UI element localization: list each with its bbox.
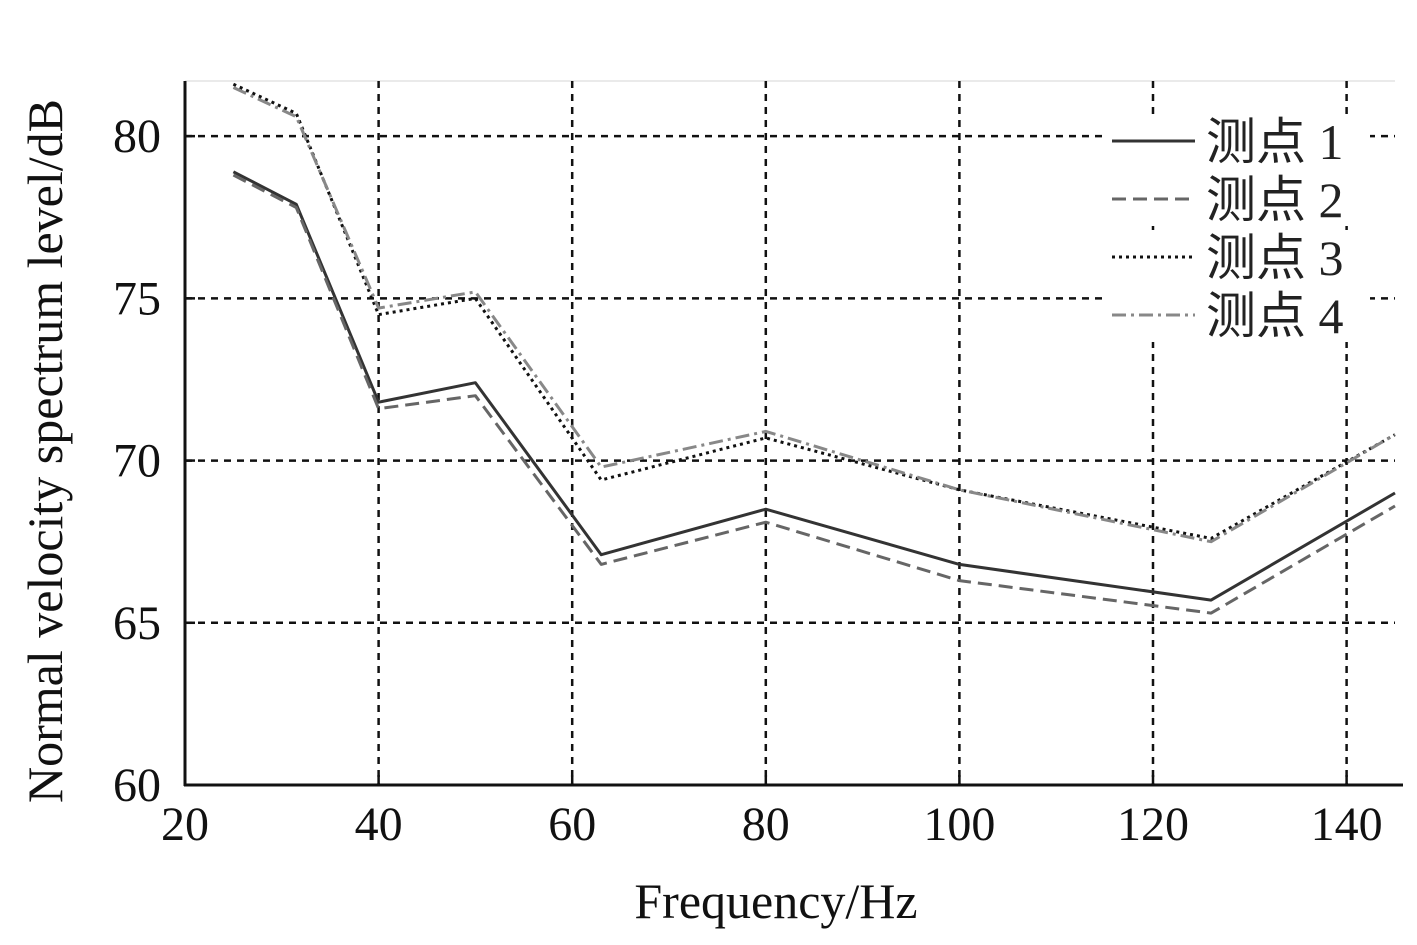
- legend-label-1: 测点 1: [1206, 114, 1344, 170]
- tick-labels: 20 40 60 80 100 120 140 60 65 70 75 80: [113, 110, 1383, 851]
- y-tick-label: 65: [113, 597, 161, 650]
- x-axis-title: Frequency/Hz: [634, 873, 917, 929]
- x-tick-label: 140: [1311, 798, 1383, 851]
- axes: [183, 81, 1403, 787]
- x-tick-label: 60: [548, 798, 596, 851]
- x-tick-label: 100: [923, 798, 995, 851]
- legend-label-2: 测点 2: [1206, 172, 1344, 228]
- x-tick-label: 80: [742, 798, 790, 851]
- x-tick-label: 20: [161, 798, 209, 851]
- legend-label-4: 测点 4: [1206, 288, 1344, 344]
- legend-entry-bg: [1108, 172, 1370, 226]
- y-axis-title: Normal velocity spectrum level/dB: [17, 99, 73, 803]
- x-tick-label: 40: [355, 798, 403, 851]
- y-tick-label: 70: [113, 435, 161, 488]
- x-tick-label: 120: [1117, 798, 1189, 851]
- series-line-1: [232, 170, 1396, 602]
- series-line-2: [232, 173, 1396, 615]
- series-line-4: [232, 86, 1396, 544]
- y-tick-label: 80: [113, 110, 161, 163]
- y-tick-label: 60: [113, 759, 161, 812]
- y-tick-label: 75: [113, 272, 161, 325]
- series-lines: [232, 82, 1396, 615]
- legend: 测点 1测点 2测点 3测点 4: [1108, 114, 1370, 344]
- legend-label-3: 测点 3: [1206, 230, 1344, 286]
- legend-entry-bg: [1108, 230, 1370, 284]
